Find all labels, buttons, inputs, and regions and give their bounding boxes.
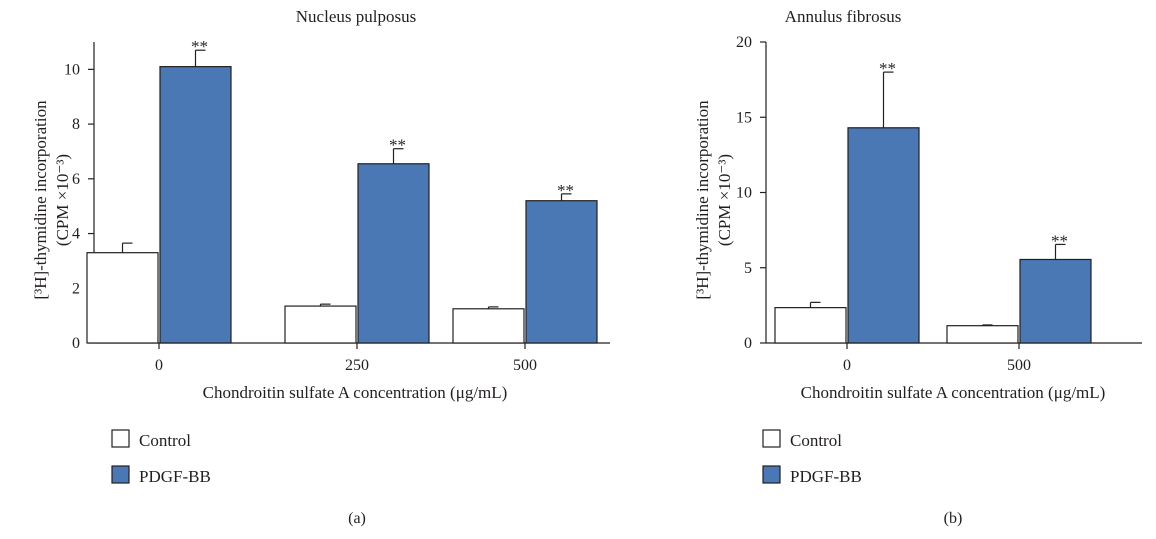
x-axis-label: Chondroitin sulfate A concentration (μg/…: [801, 383, 1106, 402]
y-tick-label: 2: [72, 280, 80, 297]
legend-label-control: Control: [139, 431, 191, 450]
panel-label: (a): [348, 510, 366, 527]
significance-label: **: [389, 136, 406, 155]
bar-control-500: [946, 325, 1019, 344]
bar-pdgf-bb-0: [159, 66, 232, 344]
bar-control-500: [452, 308, 525, 344]
y-axis-label: [³H]-thymidine incorporation (CPM ×10⁻³): [31, 100, 72, 300]
x-tick-label: 0: [843, 357, 851, 374]
bar-pdgf-bb-0: [847, 127, 920, 344]
chart-title: Annulus fibrosus: [785, 7, 902, 26]
x-tick-label: 500: [1007, 357, 1031, 374]
y-tick-label: 15: [736, 109, 752, 126]
significance-label: **: [879, 59, 896, 78]
y-tick-label: 20: [736, 34, 752, 51]
significance-label: **: [1051, 231, 1068, 250]
chart-title: Nucleus pulposus: [296, 7, 416, 26]
y-axis-label: [³H]-thymidine incorporation (CPM ×10⁻³): [693, 100, 734, 300]
y-tick-label: 0: [72, 335, 80, 352]
bar-control-0: [774, 307, 847, 344]
chart-panel-2: Annulus fibrosus 0 5 10 15 20 [³H]-thymidine i…: [693, 7, 1142, 527]
x-tick-label: 0: [155, 357, 163, 374]
bar-pdgf-bb-500: [1019, 258, 1092, 344]
legend-swatch-pdgf-bb: [762, 465, 781, 484]
y-tick-label: 4: [72, 226, 80, 243]
legend-label-pdgf-bb: PDGF-BB: [139, 467, 211, 486]
x-tick-label: 500: [513, 357, 537, 374]
bar-pdgf-bb-500: [525, 200, 598, 344]
bar-pdgf-bb-250: [357, 163, 430, 344]
bar-control-0: [86, 252, 159, 344]
bar-control-250: [284, 305, 357, 344]
chart-panel-1: Nucleus pulposus 0 2 4 6 8 10 [³H]-thymidine in…: [31, 7, 610, 527]
y-tick-label: 6: [72, 171, 80, 188]
x-tick-label: 250: [345, 357, 369, 374]
y-tick-label: 8: [72, 116, 80, 133]
x-axis-label: Chondroitin sulfate A concentration (μg/…: [203, 383, 508, 402]
y-tick-label: 5: [744, 260, 752, 277]
legend-label-control: Control: [790, 431, 842, 450]
panel-label: (b): [944, 510, 963, 527]
y-tick-label: 10: [736, 185, 752, 202]
legend-label-pdgf-bb: PDGF-BB: [790, 467, 862, 486]
legend-swatch-control: [111, 429, 130, 448]
y-tick-label: 0: [744, 335, 752, 352]
significance-label: **: [557, 181, 574, 200]
y-tick-label: 10: [64, 61, 80, 78]
legend-swatch-control: [762, 429, 781, 448]
significance-label: **: [191, 37, 208, 56]
legend-swatch-pdgf-bb: [111, 465, 130, 484]
